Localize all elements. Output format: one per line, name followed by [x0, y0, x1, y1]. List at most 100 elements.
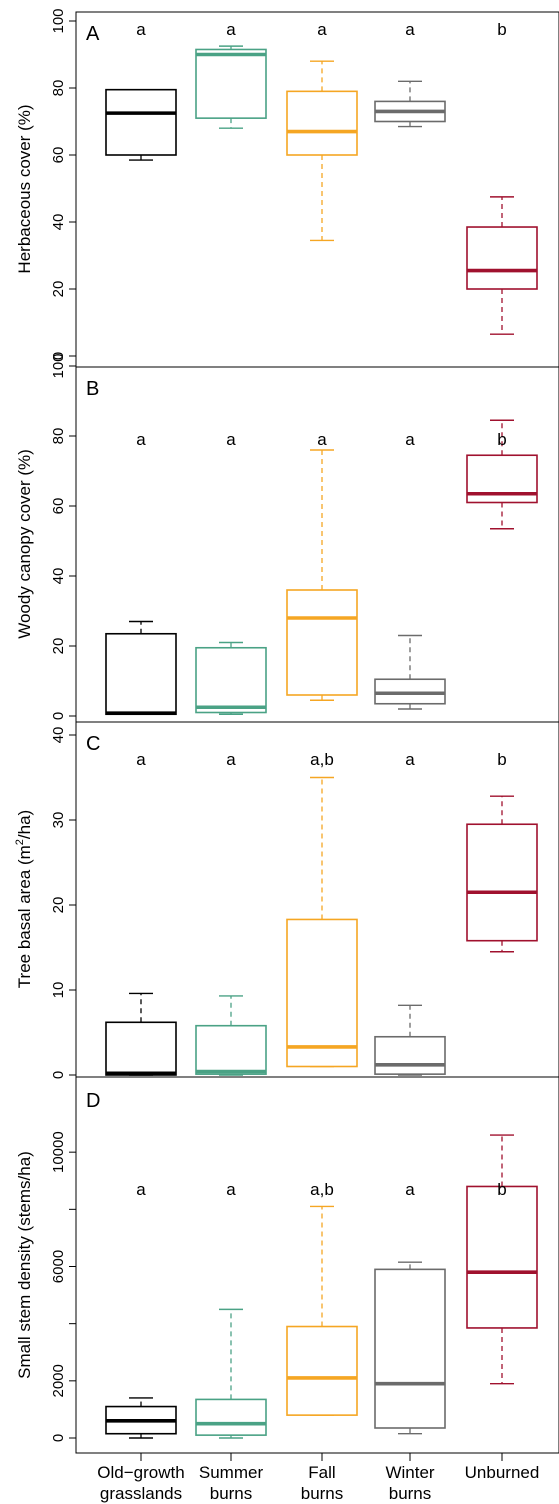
significance-letter: a — [136, 750, 146, 769]
panel-b-y-tick-label: 20 — [50, 638, 67, 655]
panel-b-letter: B — [86, 378, 99, 400]
panel-a-frame — [75, 11, 559, 368]
significance-letter: b — [497, 1180, 506, 1199]
panel-c-y-tick-label: 0 — [50, 1071, 67, 1079]
panel-a-y-tick-label: 0 — [50, 352, 67, 360]
iqr-box — [466, 1185, 538, 1329]
panel-c-box-winter-burns: a — [374, 750, 446, 1076]
panel-c-box-summer-burns: a — [195, 750, 267, 1076]
panel-d-box-fall-burns: a,b — [286, 1180, 358, 1416]
panel-a-y-tick-label: 100 — [50, 8, 67, 33]
x-category-label: Winter — [385, 1463, 434, 1482]
significance-letter: b — [497, 750, 506, 769]
panel-a: 0 20 40 60 80 100 a a a a b A Herbaceous cover (%… — [15, 8, 559, 368]
panel-a-box-fall-burns: a — [286, 20, 358, 242]
panel-c-box-fall-burns: a,b — [286, 750, 358, 1068]
panel-a-y-tick-label: 80 — [50, 80, 67, 97]
panel-a-box-winter-burns: a — [374, 20, 446, 128]
panel-c-y-label-sup: 2 — [14, 839, 26, 845]
panel-d-y-label: Small stem density (stems/ha) — [15, 1151, 34, 1379]
significance-letter: a — [405, 430, 415, 449]
iqr-box — [105, 1021, 177, 1076]
iqr-box — [195, 48, 267, 119]
panel-c-y-tick-label: 20 — [50, 897, 67, 914]
significance-letter: a — [405, 20, 415, 39]
panel-a-box-old-growth-grasslands: a — [105, 20, 177, 161]
panel-c: 0 10 20 30 40 a a a,b a b C Tree basal area (m2/… — [14, 721, 559, 1079]
panel-b: 0 20 40 60 80 100 a a a a b B Woody canopy cover … — [15, 353, 559, 723]
panel-d-box-summer-burns: a — [195, 1180, 267, 1439]
iqr-box — [286, 918, 358, 1068]
panel-a-y-axis: 0 20 40 60 80 100 — [50, 8, 76, 360]
panel-b-y-tick-label: 80 — [50, 428, 67, 445]
significance-letter: a — [136, 20, 146, 39]
significance-letter: a — [226, 20, 236, 39]
iqr-box — [374, 1035, 446, 1075]
iqr-box — [286, 1325, 358, 1416]
iqr-box — [105, 88, 177, 156]
x-category-label: Fall — [308, 1463, 335, 1482]
panel-c-box-old-growth-grasslands: a — [105, 750, 177, 1076]
panel-c-letter: C — [86, 733, 100, 755]
x-category-label: Summer — [199, 1463, 264, 1482]
x-category-label-line2: burns — [301, 1484, 344, 1503]
panel-a-y-label: Herbaceous cover (%) — [15, 104, 34, 273]
panel-c-y-tick-label: 10 — [50, 982, 67, 999]
panel-d-y-tick-label: 2000 — [50, 1364, 67, 1397]
panel-b-box-old-growth-grasslands: a — [105, 430, 177, 716]
panel-d-box-unburned: b — [466, 1134, 538, 1385]
panel-b-box-winter-burns: a — [374, 430, 446, 710]
panel-b-box-fall-burns: a — [286, 430, 358, 701]
significance-letter: a,b — [310, 750, 334, 769]
panel-d-box-old-growth-grasslands: a — [105, 1180, 177, 1439]
panel-d-box-winter-burns: a — [374, 1180, 446, 1435]
significance-letter: a — [226, 430, 236, 449]
panel-b-y-label: Woody canopy cover (%) — [15, 449, 34, 639]
significance-letter: a — [317, 430, 327, 449]
panel-c-y-label: Tree basal area (m2/ha) — [14, 810, 34, 988]
panel-c-y-axis: 0 10 20 30 40 — [50, 727, 76, 1079]
panel-c-y-tick-label: 40 — [50, 727, 67, 744]
panel-d-y-tick-label: 6000 — [50, 1250, 67, 1283]
panel-b-y-tick-label: 40 — [50, 568, 67, 585]
panel-b-y-axis: 0 20 40 60 80 100 — [50, 353, 76, 720]
significance-letter: b — [497, 20, 506, 39]
x-category-label: Unburned — [465, 1463, 540, 1482]
panel-c-y-label-unit: /ha) — [15, 810, 34, 839]
panel-c-y-label-main: Tree basal area (m — [15, 845, 34, 988]
panel-d-y-axis: 0 2000 6000 10000 — [50, 1131, 76, 1442]
significance-letter: b — [497, 430, 506, 449]
panel-d-letter: D — [86, 1090, 100, 1112]
iqr-box — [466, 226, 538, 290]
significance-letter: a — [226, 750, 236, 769]
panel-b-y-tick-label: 60 — [50, 498, 67, 515]
iqr-box — [466, 823, 538, 942]
panel-a-y-tick-label: 60 — [50, 147, 67, 164]
iqr-box — [286, 589, 358, 696]
panel-c-boxes: a a a,b a b — [105, 750, 538, 1076]
significance-letter: a — [405, 750, 415, 769]
panel-a-box-summer-burns: a — [195, 20, 267, 129]
iqr-box — [195, 1024, 267, 1075]
panel-c-y-tick-label: 30 — [50, 812, 67, 829]
panel-a-y-tick-label: 40 — [50, 214, 67, 231]
iqr-box — [195, 1398, 267, 1436]
iqr-box — [105, 632, 177, 716]
iqr-box — [195, 646, 267, 714]
panel-c-box-unburned: b — [466, 750, 538, 953]
x-category-label-line2: grasslands — [100, 1484, 182, 1503]
panel-b-box-unburned: b — [466, 419, 538, 530]
panel-d: 0 2000 6000 10000 a a a,b a b D Small stem dens… — [15, 1076, 559, 1454]
panel-a-letter: A — [86, 23, 100, 45]
iqr-box — [374, 1268, 446, 1429]
significance-letter: a — [226, 1180, 236, 1199]
panel-d-y-tick-label: 0 — [50, 1434, 67, 1442]
panel-b-box-summer-burns: a — [195, 430, 267, 715]
significance-letter: a — [405, 1180, 415, 1199]
panel-d-y-tick-label: 10000 — [50, 1131, 67, 1173]
x-axis: Old−growth grasslands Summer burns Fall burns… — [97, 1452, 540, 1503]
panel-b-y-tick-label: 100 — [50, 353, 67, 378]
